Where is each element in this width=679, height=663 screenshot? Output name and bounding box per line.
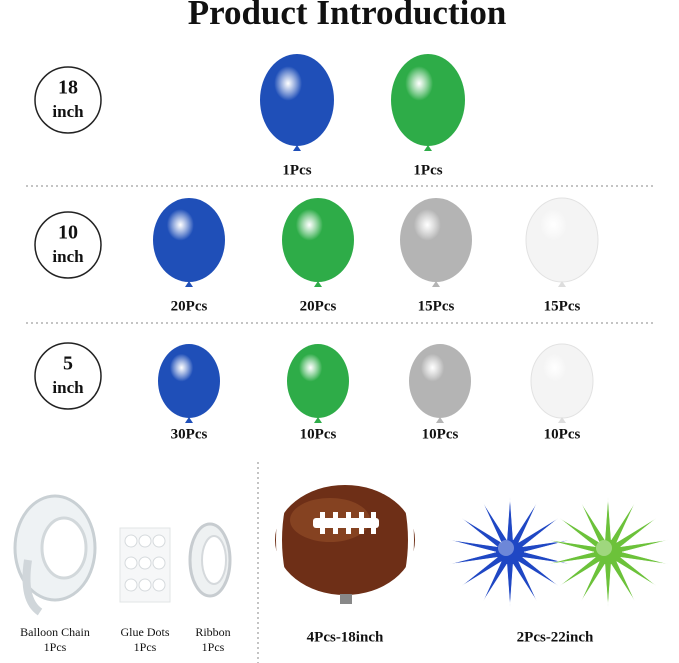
balloon-knot bbox=[314, 417, 322, 423]
balloon-chain-image bbox=[13, 494, 97, 616]
size-badge bbox=[34, 342, 102, 410]
balloon-knot bbox=[314, 281, 322, 287]
title: Product Introduction bbox=[188, 0, 507, 32]
glue-dot bbox=[138, 578, 152, 592]
glue-dot bbox=[152, 578, 166, 592]
size-badge bbox=[34, 66, 102, 134]
glue-dot bbox=[152, 534, 166, 548]
balloon-count: 30Pcs bbox=[171, 426, 208, 442]
starburst-shine bbox=[498, 540, 514, 556]
glue-dot bbox=[124, 556, 138, 570]
balloon-count: 20Pcs bbox=[300, 298, 337, 314]
balloon bbox=[530, 343, 594, 419]
starburst-images bbox=[449, 497, 669, 607]
balloon bbox=[391, 54, 465, 146]
balloon bbox=[409, 344, 471, 418]
balloon-knot bbox=[293, 145, 301, 151]
football-label: 4Pcs-18inch bbox=[307, 629, 384, 645]
balloon bbox=[282, 198, 354, 282]
balloon-count: 15Pcs bbox=[418, 298, 455, 314]
balloon-count: 1Pcs bbox=[282, 162, 311, 178]
balloon bbox=[525, 197, 599, 283]
balloon-knot bbox=[432, 281, 440, 287]
accessory-count: 1Pcs bbox=[44, 640, 67, 654]
size-number: 18 bbox=[58, 77, 78, 99]
balloon bbox=[400, 198, 472, 282]
balloon-count: 15Pcs bbox=[544, 298, 581, 314]
accessory-count: 1Pcs bbox=[134, 640, 157, 654]
accessory-name: Glue Dots bbox=[121, 625, 170, 639]
size-number: 10 bbox=[58, 222, 78, 244]
balloon-count: 10Pcs bbox=[300, 426, 337, 442]
balloon-knot bbox=[558, 281, 566, 287]
starburst bbox=[547, 497, 669, 607]
glue-dot bbox=[138, 534, 152, 548]
balloon-count: 10Pcs bbox=[422, 426, 459, 442]
accessory-name: Ribbon bbox=[195, 625, 230, 639]
size-unit: inch bbox=[52, 102, 84, 121]
accessory-count: 1Pcs bbox=[202, 640, 225, 654]
starburst-shine bbox=[596, 540, 612, 556]
ribbon-image bbox=[188, 522, 232, 598]
balloon-knot bbox=[185, 281, 193, 287]
balloon bbox=[158, 344, 220, 418]
balloon-knot bbox=[436, 417, 444, 423]
size-unit: inch bbox=[52, 247, 84, 266]
glue-dot bbox=[138, 556, 152, 570]
balloon bbox=[287, 344, 349, 418]
size-badge bbox=[34, 211, 102, 279]
glue-dot bbox=[152, 556, 166, 570]
starburst-label: 2Pcs-22inch bbox=[517, 629, 594, 645]
balloon bbox=[153, 198, 225, 282]
size-number: 5 bbox=[63, 353, 73, 375]
balloon-knot bbox=[424, 145, 432, 151]
balloon-count: 1Pcs bbox=[413, 162, 442, 178]
balloon-count: 10Pcs bbox=[544, 426, 581, 442]
size-unit: inch bbox=[52, 378, 84, 397]
starburst bbox=[449, 497, 571, 607]
balloon-knot bbox=[558, 417, 566, 423]
glue-dot bbox=[124, 578, 138, 592]
accessory-name: Balloon Chain bbox=[20, 625, 90, 639]
glue-dot bbox=[124, 534, 138, 548]
balloon-knot bbox=[185, 417, 193, 423]
balloon bbox=[260, 54, 334, 146]
football-image bbox=[275, 485, 415, 604]
balloon-count: 20Pcs bbox=[171, 298, 208, 314]
